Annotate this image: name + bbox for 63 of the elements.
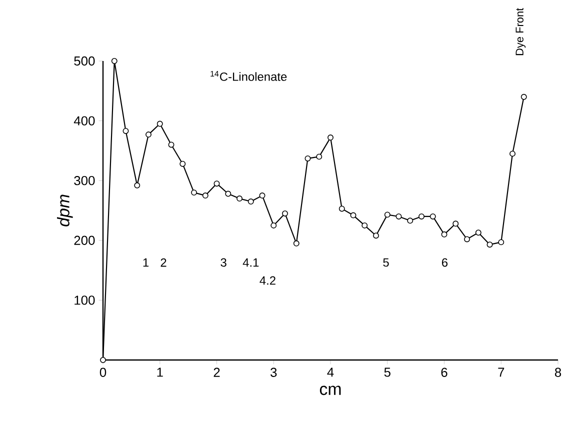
point [384,212,390,218]
point [259,192,266,199]
point [270,222,277,228]
annotation: 6 [442,258,448,267]
x-tick-label: 2 [214,368,220,377]
point [293,240,300,246]
point [441,231,448,238]
point [122,128,129,134]
point [236,196,242,202]
point [225,190,232,197]
point [350,212,356,218]
y-axis-title: dpm [57,194,73,226]
x-tick-label: 6 [441,368,448,377]
point [111,58,118,64]
point [407,218,414,224]
y-tick-label: 200 [74,236,95,245]
point [328,134,334,141]
text: Dye Front [516,8,526,56]
point [510,150,516,157]
point [156,120,163,127]
point [180,160,186,167]
point [475,230,482,236]
x-tick-label: 4 [327,368,334,377]
annotation: 2 [160,258,166,267]
x-tick-label: 5 [384,368,390,377]
point [134,182,140,188]
annotation: 1 [143,258,149,267]
point [146,132,152,138]
annotation: 5 [383,258,389,267]
x-tick-label: 0 [100,368,106,377]
y-tick-label: 500 [74,56,95,66]
point [396,213,402,220]
x-axis-title: cm [320,386,341,396]
annotation: 4.2 [260,276,276,285]
x-tick-label: 8 [554,368,562,377]
point [498,239,504,246]
point [464,236,470,242]
point [100,357,106,363]
text: $^{14}$C-Linolenate [210,70,287,81]
point [202,192,208,199]
y-tick-label: 400 [74,116,95,126]
point [430,213,436,220]
x-tick-label: 1 [157,368,163,377]
y-tick-label: 300 [74,176,95,186]
point [316,154,322,160]
annotation: 3 [220,258,226,267]
point [304,155,311,162]
point [418,213,424,220]
y-tick-label: 100 [74,296,95,305]
point [338,206,345,212]
point [486,242,493,248]
point [373,232,379,239]
annotation: 4.1 [242,258,259,267]
x-tick-label: 3 [270,368,277,377]
point [520,94,527,100]
point [282,210,288,216]
point [168,142,174,148]
point [191,190,197,196]
point [248,198,254,205]
point [452,220,459,227]
point [214,180,220,187]
x-tick-label: 7 [498,368,504,377]
point [362,222,368,228]
